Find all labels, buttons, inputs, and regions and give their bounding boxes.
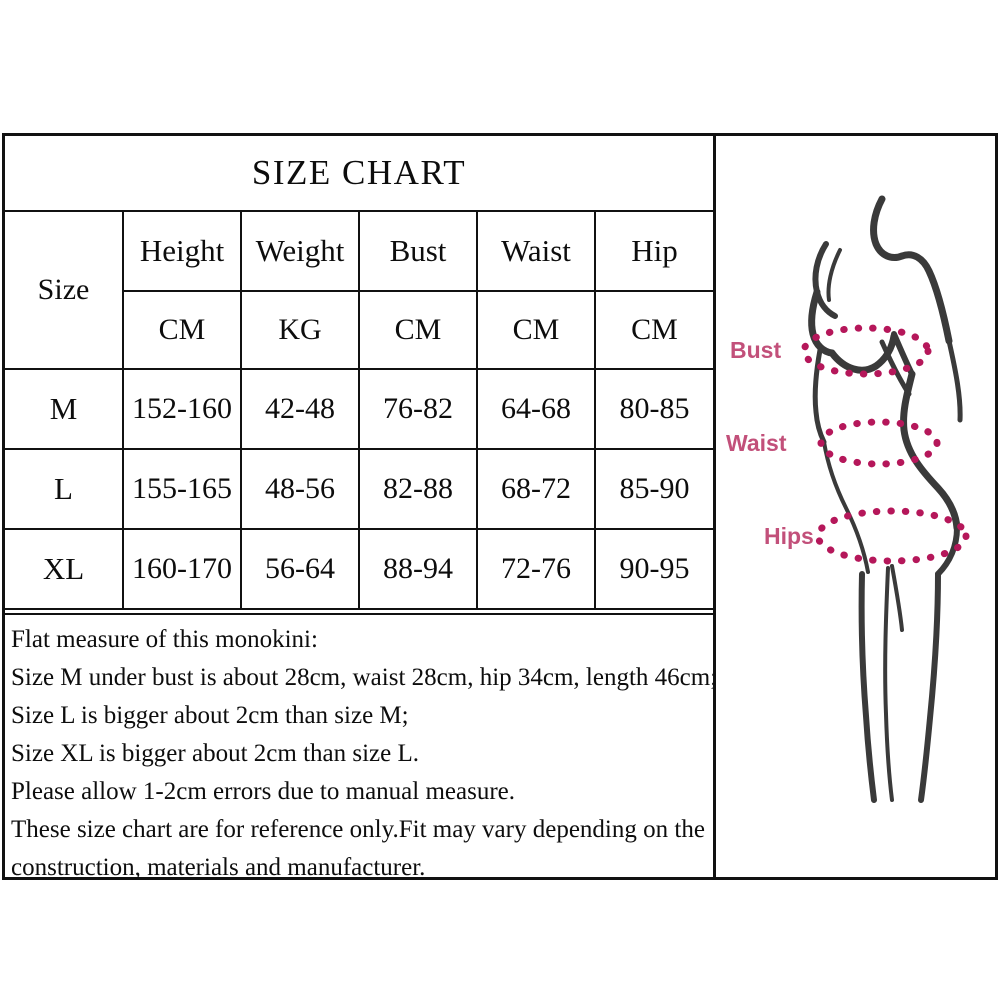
unit-header-weight: KG xyxy=(240,290,360,370)
row-size-label: XL xyxy=(5,528,124,610)
column-header-size: Size xyxy=(5,210,124,370)
cell-weight: 48-56 xyxy=(240,448,360,530)
cell-height: 155-165 xyxy=(122,448,242,530)
column-header-hip: Hip xyxy=(594,210,713,292)
column-header-bust: Bust xyxy=(358,210,478,292)
bust-label: Bust xyxy=(730,337,781,363)
unit-header-bust: CM xyxy=(358,290,478,370)
unit-header-waist: CM xyxy=(476,290,596,370)
note-line: construction, materials and manufacturer… xyxy=(11,854,426,881)
row-size-label: M xyxy=(5,368,124,450)
note-line: These size chart are for reference only.… xyxy=(11,816,705,843)
column-header-waist: Waist xyxy=(476,210,596,292)
chart-frame: SIZE CHART Size Height Weight Bust Waist… xyxy=(2,133,998,881)
size-chart-table: SIZE CHART Size Height Weight Bust Waist… xyxy=(5,136,713,610)
hips-measure-band xyxy=(814,507,970,565)
column-header-weight: Weight xyxy=(240,210,360,292)
cell-bust: 88-94 xyxy=(358,528,478,610)
cell-hip: 80-85 xyxy=(594,368,713,450)
note-line: Flat measure of this monokini: xyxy=(11,626,318,653)
table-header-row-unit: CM KG CM CM CM xyxy=(5,290,713,370)
hips-label: Hips xyxy=(764,523,814,549)
note-line: Size L is bigger about 2cm than size M; xyxy=(11,702,409,729)
unit-header-hip: CM xyxy=(594,290,713,370)
cell-bust: 82-88 xyxy=(358,448,478,530)
body-measurement-illustration: Bust Waist Hips xyxy=(716,136,995,877)
cell-hip: 90-95 xyxy=(594,528,713,610)
unit-header-height: CM xyxy=(123,290,242,370)
table-header-row-measure: Size Height Weight Bust Waist Hip xyxy=(5,210,713,370)
page-title: SIZE CHART xyxy=(5,136,713,212)
note-line: Size M under bust is about 28cm, waist 2… xyxy=(11,664,718,691)
waist-measure-band xyxy=(817,418,941,468)
note-line: Please allow 1-2cm errors due to manual … xyxy=(11,778,515,805)
column-header-height: Height xyxy=(122,210,242,292)
panel-divider xyxy=(713,136,716,877)
waist-label: Waist xyxy=(726,430,787,456)
cell-weight: 42-48 xyxy=(240,368,360,450)
cell-bust: 76-82 xyxy=(358,368,478,450)
table-row: XL 160-170 56-64 88-94 72-76 90-95 xyxy=(5,528,713,610)
female-torso-diagram: Bust Waist Hips xyxy=(726,195,970,803)
footnote-block: Flat measure of this monokini: Size M un… xyxy=(5,613,718,881)
cell-height: 160-170 xyxy=(122,528,242,610)
bust-measure-band xyxy=(800,324,932,378)
cell-waist: 68-72 xyxy=(476,448,596,530)
cell-waist: 72-76 xyxy=(476,528,596,610)
cell-weight: 56-64 xyxy=(240,528,360,610)
note-line: Size XL is bigger about 2cm than size L. xyxy=(11,740,419,767)
row-size-label: L xyxy=(5,448,124,530)
cell-hip: 85-90 xyxy=(594,448,713,530)
body-outline-icon xyxy=(808,195,963,803)
table-row: M 152-160 42-48 76-82 64-68 80-85 xyxy=(5,368,713,450)
table-row: L 155-165 48-56 82-88 68-72 85-90 xyxy=(5,448,713,530)
cell-height: 152-160 xyxy=(122,368,242,450)
table-area: SIZE CHART Size Height Weight Bust Waist… xyxy=(5,136,718,881)
table-title-row: SIZE CHART xyxy=(5,136,713,212)
cell-waist: 64-68 xyxy=(476,368,596,450)
